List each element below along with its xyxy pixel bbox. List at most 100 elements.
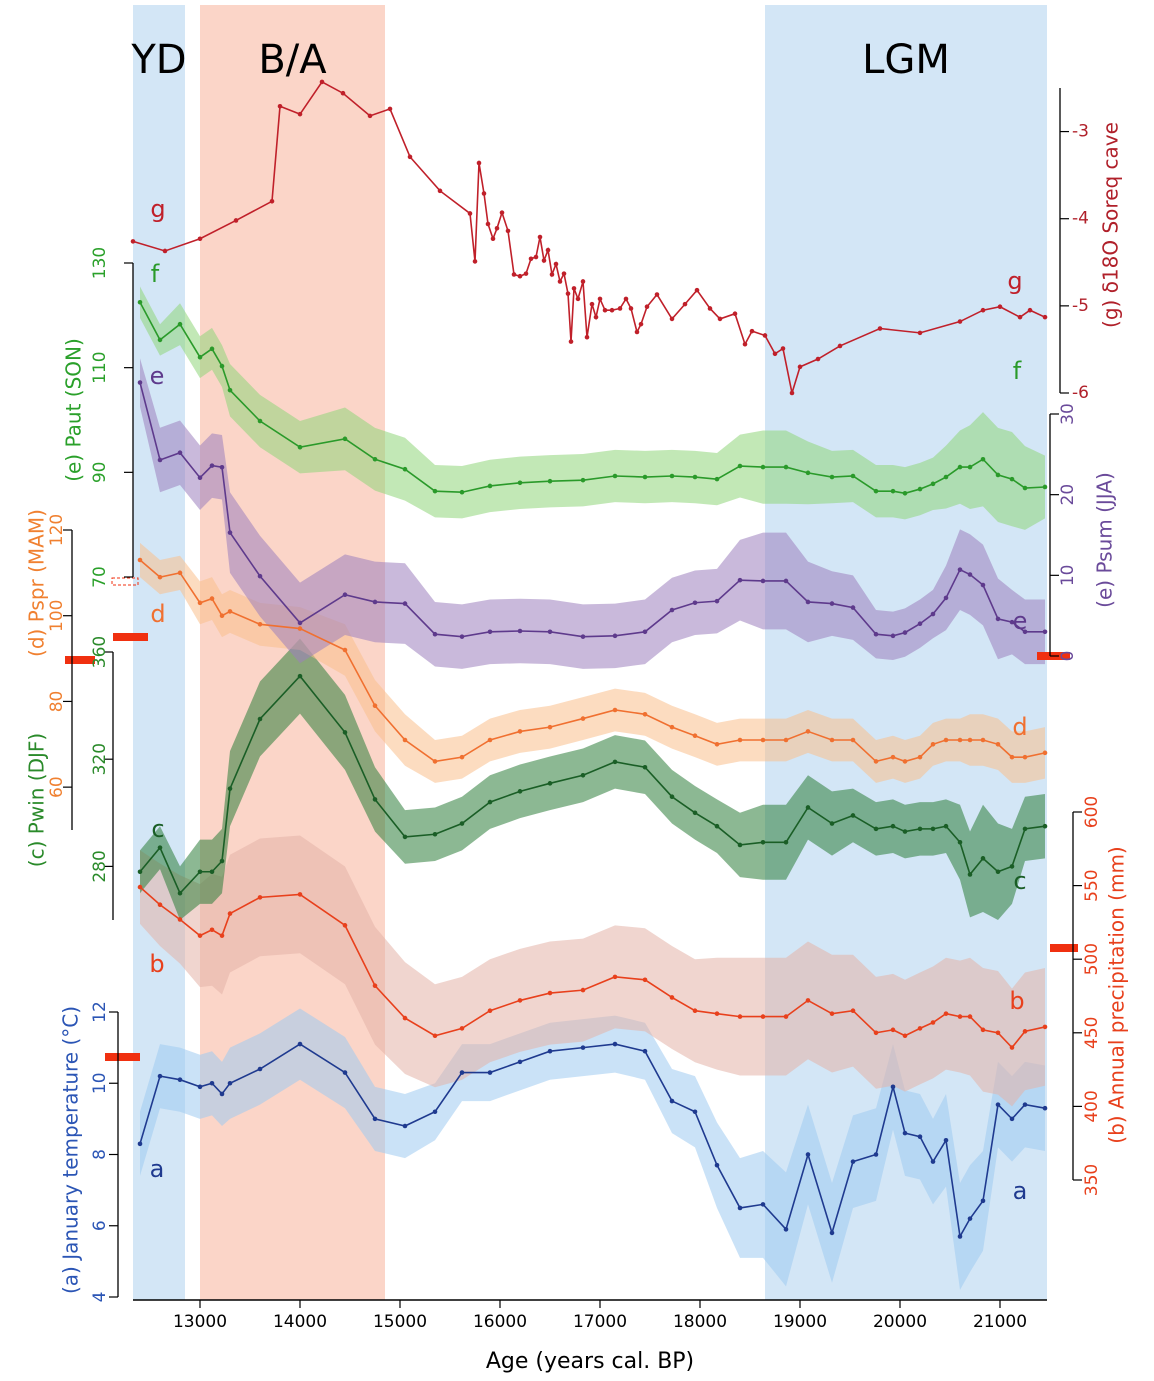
y-tick-label: 100 bbox=[47, 599, 67, 631]
data-point bbox=[1009, 619, 1015, 625]
data-point bbox=[737, 1014, 743, 1019]
data-point bbox=[227, 609, 233, 614]
series-line bbox=[139, 301, 1046, 495]
series-line bbox=[139, 559, 1046, 763]
data-point bbox=[760, 1202, 766, 1207]
data-point bbox=[805, 470, 811, 476]
series-letter: a bbox=[1013, 1177, 1028, 1205]
data-point bbox=[737, 737, 743, 743]
data-point bbox=[829, 474, 835, 480]
data-point bbox=[980, 582, 986, 588]
data-point bbox=[432, 631, 438, 637]
data-point bbox=[943, 737, 949, 743]
data-point bbox=[742, 341, 748, 347]
data-point bbox=[481, 191, 487, 196]
data-point bbox=[459, 1026, 465, 1031]
data-point bbox=[197, 354, 203, 360]
data-point bbox=[402, 466, 408, 472]
data-point bbox=[815, 356, 821, 362]
x-tick-label: 20000 bbox=[873, 1312, 927, 1332]
y-axis-title: (b) Annual precipitation (mm) bbox=[1105, 846, 1129, 1143]
data-point bbox=[829, 601, 835, 606]
data-point bbox=[628, 306, 634, 311]
x-tick-label: 19000 bbox=[773, 1312, 827, 1332]
data-point bbox=[805, 1152, 811, 1157]
series-letter: b bbox=[149, 950, 164, 978]
data-point bbox=[890, 633, 896, 639]
data-point bbox=[642, 764, 648, 770]
data-point bbox=[1009, 1116, 1015, 1122]
y-tick-label: 320 bbox=[90, 743, 110, 775]
data-point bbox=[943, 1137, 949, 1143]
data-point bbox=[1042, 750, 1048, 756]
data-point bbox=[568, 339, 574, 344]
data-point bbox=[517, 480, 523, 486]
y-tick-label: -4 bbox=[1072, 209, 1089, 229]
data-point bbox=[783, 578, 789, 584]
y-tick-label: 280 bbox=[90, 850, 110, 882]
data-point bbox=[177, 1077, 183, 1082]
data-point bbox=[372, 703, 378, 709]
data-point bbox=[537, 234, 543, 240]
data-point bbox=[372, 599, 378, 605]
series-letter: c bbox=[1013, 867, 1026, 895]
data-point bbox=[642, 474, 648, 480]
data-point bbox=[669, 724, 675, 730]
series-line bbox=[139, 382, 1045, 638]
x-axis-title: Age (years cal. BP) bbox=[486, 1349, 694, 1374]
data-point bbox=[1022, 1029, 1028, 1034]
data-point bbox=[669, 607, 675, 613]
y-tick-label: 80 bbox=[47, 691, 67, 713]
data-point bbox=[219, 933, 225, 938]
data-point bbox=[269, 198, 275, 204]
data-point bbox=[714, 476, 720, 482]
x-tick-label: 14000 bbox=[273, 1312, 327, 1332]
data-point bbox=[692, 1008, 698, 1014]
data-point bbox=[137, 869, 143, 875]
data-point bbox=[487, 737, 493, 743]
data-point bbox=[227, 530, 233, 535]
data-point bbox=[669, 316, 675, 322]
y-tick-label: 70 bbox=[90, 566, 110, 588]
data-point bbox=[571, 286, 577, 291]
data-point bbox=[1022, 826, 1028, 832]
data-point bbox=[547, 629, 553, 635]
data-point bbox=[372, 456, 378, 462]
axis-link-marker bbox=[1050, 944, 1078, 952]
axis-link-marker bbox=[111, 577, 139, 586]
data-point bbox=[642, 629, 648, 635]
data-point bbox=[219, 464, 225, 470]
data-point bbox=[137, 380, 143, 385]
data-point bbox=[517, 1059, 523, 1065]
data-point bbox=[930, 611, 936, 617]
data-point bbox=[517, 998, 523, 1003]
data-point bbox=[980, 737, 986, 743]
data-point bbox=[737, 463, 743, 469]
data-point bbox=[692, 600, 698, 606]
data-point bbox=[557, 279, 563, 284]
data-point bbox=[209, 927, 215, 933]
data-point bbox=[669, 473, 675, 479]
y-tick-label: 20 bbox=[1058, 484, 1078, 506]
uncertainty-band bbox=[140, 358, 1045, 669]
data-point bbox=[902, 1130, 908, 1136]
y-tick-label: 500 bbox=[1082, 943, 1102, 975]
data-point bbox=[580, 772, 586, 778]
series-letter: f bbox=[151, 260, 160, 288]
data-point bbox=[157, 574, 163, 580]
data-point bbox=[930, 741, 936, 747]
data-point bbox=[930, 1020, 936, 1025]
y-tick-label: 4 bbox=[90, 1292, 110, 1303]
data-point bbox=[957, 839, 963, 845]
y-tick-label: -6 bbox=[1072, 383, 1089, 403]
data-point bbox=[297, 111, 303, 117]
y-axis-title: (d) Pspr (MAM) bbox=[25, 509, 49, 657]
data-point bbox=[1022, 1102, 1028, 1107]
data-point bbox=[805, 599, 811, 605]
x-tick-label: 21000 bbox=[973, 1312, 1027, 1332]
data-point bbox=[177, 321, 183, 327]
data-point bbox=[227, 786, 233, 791]
uncertainty-band bbox=[140, 835, 1045, 1107]
data-point bbox=[694, 287, 700, 293]
series-line bbox=[139, 886, 1046, 1049]
